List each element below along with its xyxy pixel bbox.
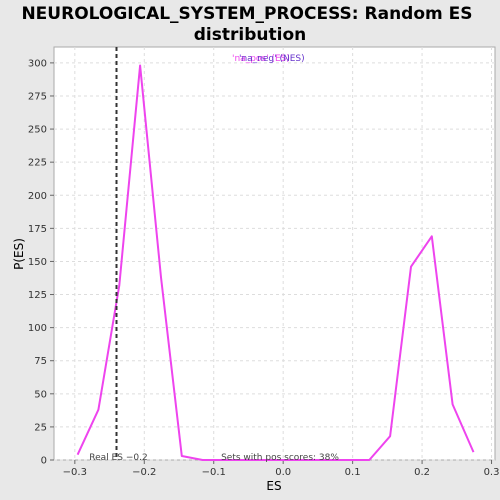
x-tick-label: 0.1 [345, 467, 361, 478]
y-tick-label: 100 [28, 323, 47, 334]
x-tick-label: −0.3 [63, 467, 87, 478]
chart-subtitle: distribution [194, 25, 306, 45]
x-axis-label: ES [266, 479, 281, 493]
y-tick-label: 200 [28, 191, 47, 202]
legend-entry-neg: 'na_neg' (NES) [239, 54, 305, 64]
chart-title: NEUROLOGICAL_SYSTEM_PROCESS: Random ES [21, 4, 472, 24]
y-tick-label: 250 [28, 125, 47, 136]
pos-scores-label: Sets with pos scores: 38% [221, 453, 339, 463]
y-axis-ticks: 0 25 50 75 100 125 150 175 200 225 250 275 300 [28, 58, 54, 467]
y-tick-label: 275 [28, 91, 47, 102]
y-tick-label: 150 [28, 257, 47, 268]
x-tick-label: −0.2 [132, 467, 156, 478]
x-tick-label: 0.3 [484, 467, 500, 478]
real-es-label: Real ES −0.2 [89, 453, 147, 463]
y-tick-label: 300 [28, 58, 47, 69]
y-tick-label: 75 [34, 356, 47, 367]
y-tick-label: 0 [41, 456, 47, 467]
y-tick-label: 225 [28, 158, 47, 169]
x-tick-label: 0.2 [414, 467, 430, 478]
y-tick-label: 175 [28, 224, 47, 235]
y-tick-label: 25 [34, 422, 47, 433]
plot-area [53, 46, 496, 461]
legend-entry-pos: 'na_pos' (ES) [232, 54, 290, 64]
y-tick-label: 125 [28, 290, 47, 301]
x-axis-ticks: −0.3 −0.2 −0.1 0.0 0.1 0.2 0.3 [63, 460, 500, 478]
y-axis-label: P(ES) [12, 238, 26, 270]
y-tick-label: 50 [34, 389, 47, 400]
x-tick-label: 0.0 [275, 467, 291, 478]
series-line [76, 64, 475, 461]
x-tick-label: −0.1 [202, 467, 226, 478]
